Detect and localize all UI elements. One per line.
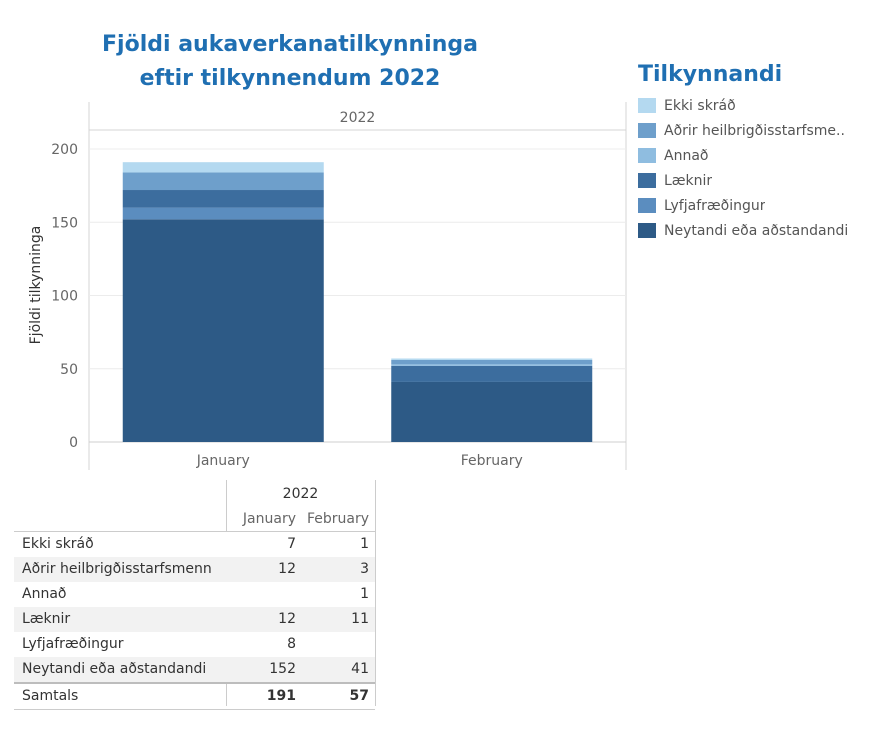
y-tick-label: 200 [51,142,78,158]
table-row: Lyfjafræðingur 8 [14,632,375,657]
table-cell-january [226,582,296,607]
table-cell-january: 7 [287,536,296,552]
bar-segment [391,358,593,360]
table-col-header-february: February [306,511,369,527]
bar-segment [122,172,324,191]
y-tick-label: 50 [60,362,78,378]
legend-label: Aðrir heilbrigðisstarfsme.. [664,122,845,139]
table-row-label: Aðrir heilbrigðisstarfsmenn [22,561,212,577]
table-row-label: Ekki skráð [22,536,94,552]
legend-item[interactable]: Neytandi eða aðstandandi [638,218,868,243]
legend-swatch [638,98,656,113]
bar-segment [122,162,324,173]
table-total-line [14,682,375,684]
table-row: Neytandi eða aðstandandi 152 41 [14,657,375,682]
chart-title: Fjöldi aukaverkanatilkynninga eftir tilk… [102,32,478,91]
y-axis-label: Fjöldi tilkynninga [28,226,44,345]
legend-item[interactable]: Ekki skráð [638,93,868,118]
x-tick-label: January [196,453,250,469]
table-total-label: Samtals [22,688,79,704]
table-row: Annað 1 [14,582,375,607]
table-cell-february: 11 [351,611,369,627]
bar-segment [391,381,593,442]
x-tick-label: February [461,453,523,469]
bar-segment [391,365,593,382]
legend-swatch [638,198,656,213]
legend-swatch [638,148,656,163]
bar-segment [391,364,593,366]
table-row-label: Annað [22,586,67,602]
table-header-title: 2022 [282,486,319,502]
column-header-label: 2022 [340,110,376,126]
table-row: Læknir 12 11 [14,607,375,632]
legend-label: Lyfjafræðingur [664,197,766,214]
bar-chart: 2022 0 50 100 150 200 Fjöldi tilkynninga Januar… [28,102,627,470]
legend-item[interactable]: Aðrir heilbrigðisstarfsme.. [638,118,868,143]
legend-swatch [638,123,656,138]
bar-segment [122,219,324,442]
table-row: Ekki skráð 7 1 [14,532,375,557]
bar-segment [122,207,324,220]
legend-label: Ekki skráð [664,97,736,114]
legend-swatch [638,223,656,238]
bar-segment [391,359,593,365]
table-row-label: Lyfjafræðingur [22,636,124,652]
bar-segment [122,190,324,208]
table-cell-january: 12 [278,561,296,577]
table-total-january: 191 [266,688,296,704]
table-row-label: Læknir [22,611,71,627]
legend: Tilkynnandi Ekki skráð Aðrir heilbrigðiss… [638,62,868,243]
table-cell-january: 12 [278,611,296,627]
table-cell-february [296,632,369,657]
table-cell-february: 1 [360,536,369,552]
legend-swatch [638,173,656,188]
table-cell-january: 8 [287,636,296,652]
y-tick-label: 0 [69,435,78,451]
y-tick-label: 100 [51,289,78,305]
legend-title: Tilkynnandi [638,62,783,87]
table-cell-february: 3 [360,561,369,577]
table-bottom-line [14,709,375,710]
table-cell-february: 41 [351,661,369,677]
legend-item[interactable]: Læknir [638,168,868,193]
table-col-header-january: January [242,511,296,527]
table-cell-january: 152 [269,661,296,677]
legend-label: Annað [664,147,709,164]
legend-label: Læknir [664,172,713,189]
table-row: Aðrir heilbrigðisstarfsmenn 12 3 [14,557,375,582]
table-total-row: Samtals 191 57 [14,684,375,709]
legend-label: Neytandi eða aðstandandi [664,222,849,239]
table-row-label: Neytandi eða aðstandandi [22,661,207,677]
table-cell-february: 1 [360,586,369,602]
legend-item[interactable]: Lyfjafræðingur [638,193,868,218]
y-tick-label: 150 [51,215,78,231]
table-header-line [14,531,375,532]
legend-item[interactable]: Annað [638,143,868,168]
table-right-border [375,480,376,706]
table-total-february: 57 [349,688,369,704]
